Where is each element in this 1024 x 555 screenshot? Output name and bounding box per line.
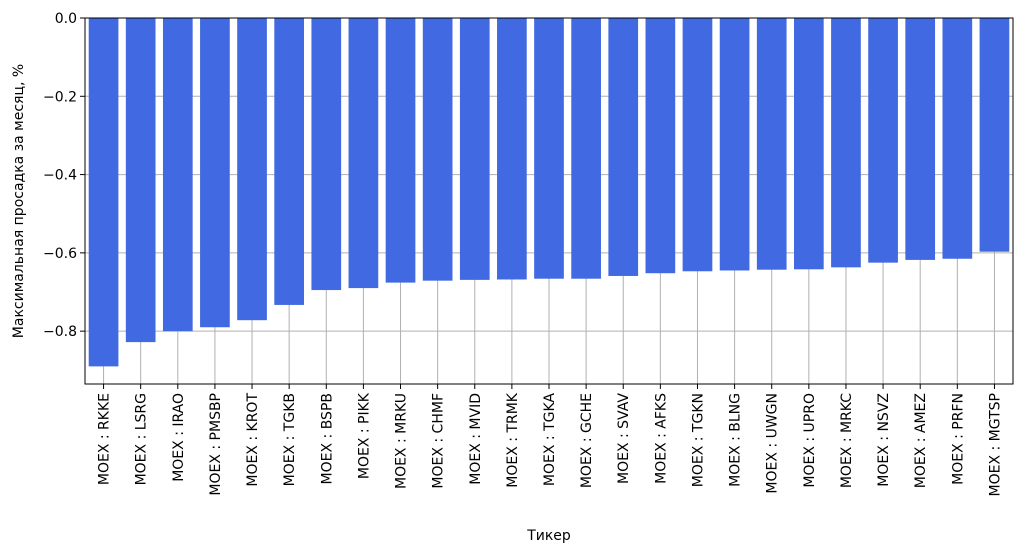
bar-uwgn [756,18,787,270]
bar-mrkc [831,18,861,268]
bar-bspb [311,18,342,291]
x-axis-title: Тикер [526,528,571,544]
bar-afks [645,18,676,274]
bar-svav [608,18,639,276]
bar-krot [237,18,267,321]
bar-chmf [422,18,453,281]
bar-blng [719,18,750,271]
x-tick-label: MOEX : NSVZ [876,393,892,487]
x-tick-label: MOEX : TGKA [542,393,558,486]
x-tick-label: MOEX : AFKS [653,393,669,484]
x-tick-label: MOEX : PMSBP [208,393,224,496]
x-tick-label: MOEX : TRMK [505,392,521,488]
bar-mrku [385,18,416,283]
y-tick-label: 0.0 [55,11,77,27]
x-tick-label: MOEX : SVAV [616,393,632,484]
x-tick-label: MOEX : PIKK [356,392,372,479]
bar-rkke [88,18,119,367]
x-tick-label: MOEX : TGKN [690,393,706,487]
bar-amez [905,18,936,260]
x-tick-label: MOEX : UWGN [765,393,781,494]
x-tick-label: MOEX : UPRO [802,393,818,488]
bars [88,18,1010,367]
y-axis: 0.0 −0.2 −0.4 −0.6 −0.8 [43,11,85,340]
bar-upro [793,18,824,270]
x-tick-label: MOEX : TGKB [282,393,298,486]
x-tick-label: MOEX : RKKE [97,393,113,485]
bar-trmk [497,18,527,280]
y-axis-title: Максимальная просадка за месяц, % [11,64,27,338]
y-tick-label: −0.4 [43,168,77,184]
x-tick-label: MOEX : LSRG [134,393,150,485]
y-tick-label: −0.8 [43,324,77,340]
x-axis: MOEX : RKKE MOEX : LSRG MOEX : IRAO MOEX : … [97,384,1003,496]
x-tick-label: MOEX : PRFN [950,393,966,485]
x-tick-label: MOEX : MRKC [839,393,855,488]
bar-nsvz [868,18,898,263]
bar-tgkb [274,18,305,305]
x-tick-label: MOEX : AMEZ [913,393,929,488]
x-tick-label: MOEX : MRKU [394,393,410,489]
x-tick-label: MOEX : MGTSP [987,393,1003,496]
x-tick-label: MOEX : IRAO [171,393,187,482]
x-tick-label: MOEX : CHMF [431,393,447,489]
bar-pikk [348,18,379,289]
bar-mvid [459,18,490,280]
x-tick-label: MOEX : BLNG [728,393,744,487]
bar-irao [162,18,193,332]
x-tick-label: MOEX : GCHE [579,393,595,488]
x-tick-label: MOEX : BSPB [319,393,335,484]
bar-pmsbp [200,18,230,328]
bar-tgkn [682,18,713,272]
bar-lsrg [125,18,156,343]
bar-gche [571,18,601,279]
bar-prfn [942,18,973,259]
x-tick-label: MOEX : MVID [468,393,484,485]
y-tick-label: −0.2 [43,89,77,105]
x-tick-label: MOEX : KROT [245,393,261,487]
bar-tgka [534,18,564,279]
y-tick-label: −0.6 [43,246,77,262]
bar-mgtsp [979,18,1010,252]
